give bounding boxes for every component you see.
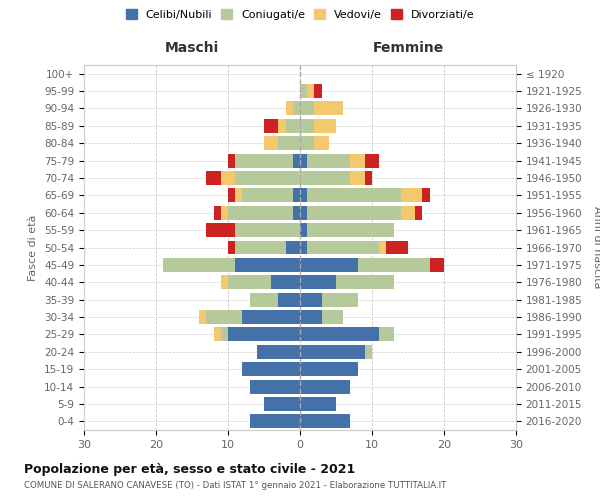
Bar (300, 380, 350, 394)
Bar (264, 397, 300, 411)
Bar (307, 240, 379, 254)
Bar (228, 188, 235, 202)
Bar (228, 240, 235, 254)
Legend: Celibi/Nubili, Coniugati/e, Vedovi/e, Divorziati/e: Celibi/Nubili, Coniugati/e, Vedovi/e, Di… (121, 5, 479, 24)
Text: Femmine: Femmine (373, 40, 443, 54)
Bar (250, 380, 300, 394)
Bar (314, 102, 343, 116)
Bar (300, 206, 307, 220)
Bar (235, 223, 300, 237)
Bar (206, 171, 221, 185)
Bar (242, 188, 293, 202)
Bar (300, 154, 307, 168)
Bar (250, 414, 300, 428)
Bar (264, 136, 278, 150)
Text: Maschi: Maschi (165, 40, 219, 54)
Bar (300, 414, 350, 428)
Bar (293, 154, 300, 168)
Bar (235, 154, 293, 168)
Bar (293, 188, 300, 202)
Bar (235, 258, 300, 272)
Bar (300, 240, 307, 254)
Bar (293, 206, 300, 220)
Bar (235, 171, 300, 185)
Bar (221, 276, 228, 289)
Bar (221, 328, 228, 342)
Bar (300, 171, 350, 185)
Bar (358, 258, 430, 272)
Bar (300, 136, 314, 150)
Bar (221, 206, 228, 220)
Y-axis label: Anni di nascita: Anni di nascita (592, 206, 600, 289)
Bar (206, 223, 235, 237)
Bar (314, 136, 329, 150)
Text: COMUNE DI SALERANO CANAVESE (TO) - Dati ISTAT 1° gennaio 2021 - Elaborazione TUT: COMUNE DI SALERANO CANAVESE (TO) - Dati … (24, 481, 446, 490)
Bar (307, 154, 350, 168)
Bar (300, 362, 358, 376)
Bar (430, 258, 444, 272)
Bar (235, 240, 286, 254)
Bar (365, 154, 379, 168)
Bar (300, 188, 307, 202)
Bar (386, 240, 408, 254)
Bar (365, 171, 372, 185)
Bar (314, 84, 322, 98)
Bar (221, 171, 235, 185)
Y-axis label: Fasce di età: Fasce di età (28, 214, 38, 280)
Bar (214, 206, 221, 220)
Bar (242, 310, 300, 324)
Bar (214, 328, 221, 342)
Bar (300, 345, 365, 358)
Bar (228, 328, 300, 342)
Bar (365, 345, 372, 358)
Bar (379, 328, 394, 342)
Bar (286, 102, 293, 116)
Bar (300, 276, 336, 289)
Bar (278, 119, 286, 133)
Bar (293, 102, 300, 116)
Bar (278, 136, 300, 150)
Bar (307, 84, 314, 98)
Bar (300, 84, 307, 98)
Bar (300, 223, 307, 237)
Text: Popolazione per età, sesso e stato civile - 2021: Popolazione per età, sesso e stato civil… (24, 462, 355, 475)
Bar (163, 258, 235, 272)
Bar (206, 310, 242, 324)
Bar (350, 171, 365, 185)
Bar (235, 188, 242, 202)
Bar (228, 154, 235, 168)
Bar (314, 119, 336, 133)
Bar (286, 240, 300, 254)
Bar (264, 119, 278, 133)
Bar (271, 276, 300, 289)
Bar (307, 223, 394, 237)
Bar (415, 206, 422, 220)
Bar (322, 310, 343, 324)
Bar (379, 240, 386, 254)
Bar (300, 102, 314, 116)
Bar (307, 206, 401, 220)
Bar (322, 292, 358, 306)
Bar (422, 188, 430, 202)
Bar (336, 276, 394, 289)
Bar (278, 292, 300, 306)
Bar (300, 258, 358, 272)
Bar (350, 154, 365, 168)
Bar (307, 188, 401, 202)
Bar (300, 292, 322, 306)
Bar (300, 328, 379, 342)
Bar (199, 310, 206, 324)
Bar (257, 345, 300, 358)
Bar (228, 206, 293, 220)
Bar (228, 276, 271, 289)
Bar (300, 119, 314, 133)
Bar (401, 188, 422, 202)
Bar (300, 310, 322, 324)
Bar (250, 292, 278, 306)
Bar (242, 362, 300, 376)
Bar (300, 397, 336, 411)
Bar (401, 206, 415, 220)
Bar (286, 119, 300, 133)
